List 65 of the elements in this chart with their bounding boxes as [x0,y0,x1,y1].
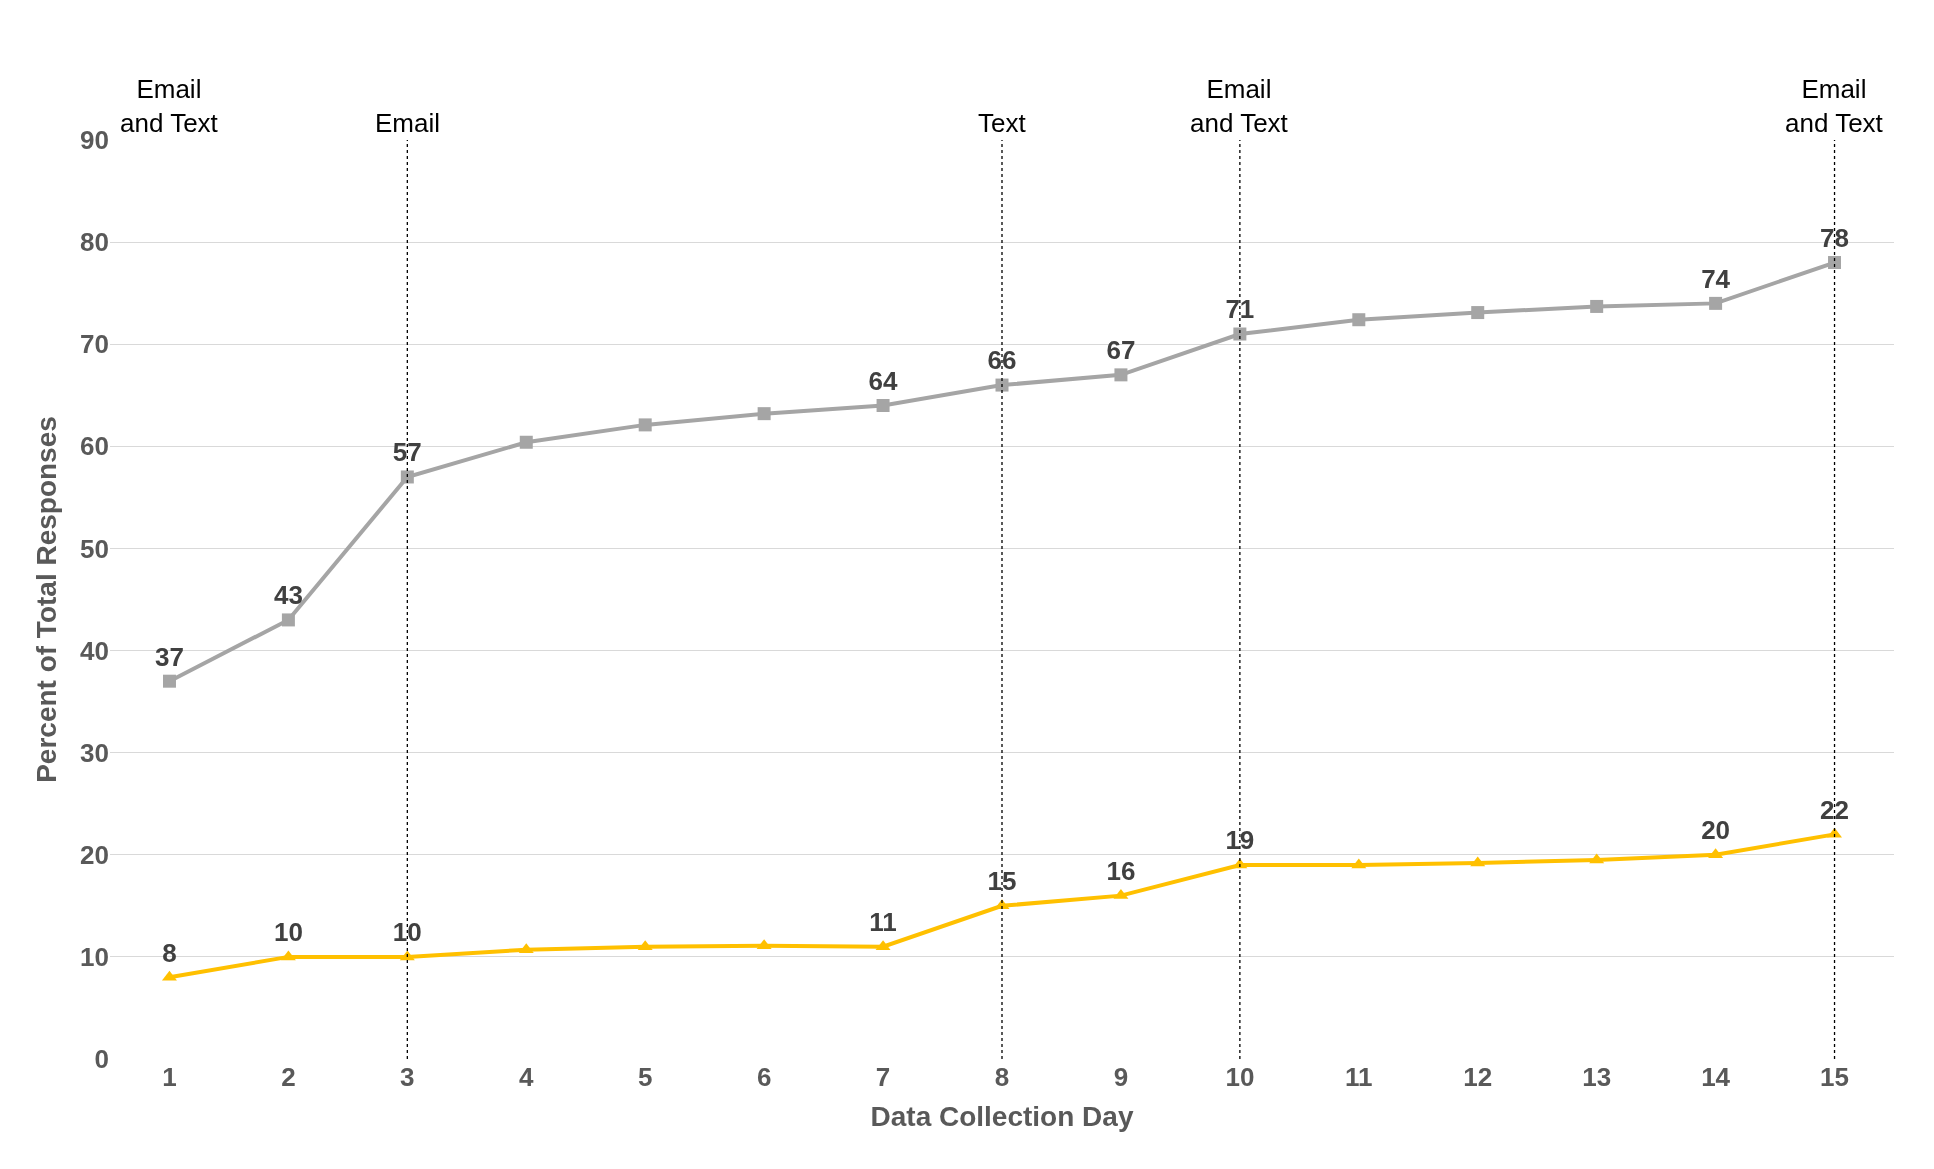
point [519,435,533,449]
point [638,418,652,432]
point [1709,296,1723,310]
point [995,378,1009,392]
x-tick-label: 10 [1225,1062,1255,1092]
data-label: 37 [155,641,184,672]
data-label: 22 [1820,794,1849,825]
y-tick-label: 0 [94,1044,109,1075]
text: Email and Text [120,74,219,138]
data-label: 10 [273,917,303,948]
point [876,398,890,412]
data-label: 57 [392,437,422,468]
x-tick-label: 8 [994,1062,1010,1092]
y-tick-label: 10 [80,941,109,972]
x-tick-label: 15 [1820,1062,1849,1092]
data-label: 10 [392,917,422,948]
point [162,674,176,688]
x-tick-label: 9 [1113,1062,1129,1092]
x-tick-label: 12 [1463,1062,1493,1092]
point [1233,327,1247,341]
data-label: 67 [1106,335,1136,366]
data-label: 20 [1701,815,1731,846]
y-tick-label: 80 [80,227,109,258]
ref-line-label: Email and Text [1190,74,1289,138]
point [1471,306,1485,320]
x-tick-label: 2 [281,1062,296,1092]
y-tick-label: 60 [80,431,109,462]
point [1828,256,1842,270]
x-tick-label: 3 [400,1062,415,1092]
data-label: 8 [162,937,177,968]
point [281,613,295,627]
y-tick-label: 50 [80,533,109,564]
point [400,470,414,484]
y-tick-label: 40 [80,635,109,666]
data-label: 71 [1225,294,1255,325]
y-axis-title: Percent of Total Responses [30,416,62,783]
x-tick-label: 13 [1582,1062,1612,1092]
data-label: 15 [987,866,1017,897]
ref-line-label: Text [978,108,1027,138]
x-tick-label: 4 [519,1062,535,1092]
ref-line-label: Email and Text [1785,74,1884,138]
x-tick-label: 6 [756,1062,772,1092]
y-tick-label: 20 [80,839,109,870]
data-label: 19 [1225,825,1255,856]
x-axis-title: Data Collection Day [870,1101,1134,1133]
point [757,407,771,421]
data-label: 78 [1820,222,1849,253]
data-label: 66 [987,345,1017,376]
ref-line-label: Email [375,108,441,138]
y-tick-label: 30 [80,737,109,768]
x-tick-label: 5 [637,1062,653,1092]
point [1352,313,1366,327]
x-tick-label: 14 [1701,1062,1731,1092]
y-tick-label: 70 [80,329,109,360]
x-tick-label: 1 [162,1062,177,1092]
data-label: 43 [273,580,303,611]
data-label: 74 [1701,263,1731,294]
data-label: 11 [869,907,897,938]
y-tick-label: 90 [80,125,109,156]
x-tick-label: 7 [875,1062,891,1092]
point [1590,299,1604,313]
data-label: 16 [1106,855,1136,886]
x-tick-label: 11 [1345,1062,1373,1092]
point [1114,368,1128,382]
data-label: 64 [868,365,899,396]
